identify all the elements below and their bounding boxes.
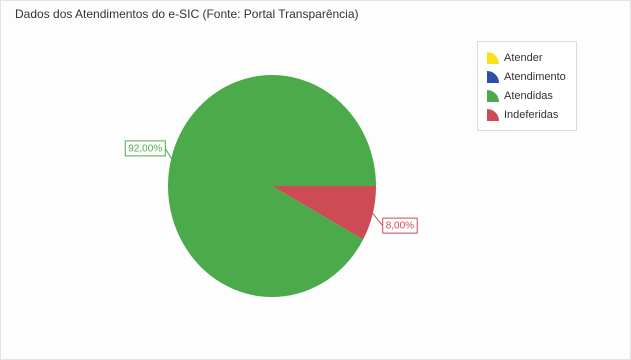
- leader-line-atendidas: [164, 148, 172, 159]
- leader-line-indeferidas: [372, 213, 384, 226]
- data-label-atendidas: 92,00%: [128, 143, 162, 154]
- legend-swatch-icon: [487, 51, 499, 64]
- legend-label: Atendidas: [504, 89, 553, 102]
- pie-slice-indeferidas: [272, 186, 376, 240]
- legend-item-atender: Atender: [486, 48, 566, 67]
- legend-swatch-icon: [487, 108, 499, 121]
- legend-label: Atender: [504, 51, 543, 64]
- legend-label: Indeferidas: [504, 108, 559, 121]
- data-label-box-indeferidas: [382, 217, 418, 234]
- pie-slice-atendidas: [168, 74, 376, 297]
- data-label-box-atendidas: [124, 140, 166, 157]
- legend-swatch-icon: [487, 70, 499, 83]
- legend-label: Atendimento: [504, 70, 566, 83]
- chart-title: Dados dos Atendimentos do e-SIC (Fonte: …: [15, 7, 359, 21]
- legend: Atender Atendimento Atendidas Indeferidas: [477, 41, 577, 131]
- legend-swatch-icon: [487, 89, 499, 102]
- legend-item-indeferidas: Indeferidas: [486, 105, 566, 124]
- data-label-indeferidas: 8,00%: [386, 221, 414, 232]
- legend-item-atendidas: Atendidas: [486, 86, 566, 105]
- legend-item-atendimento: Atendimento: [486, 67, 566, 86]
